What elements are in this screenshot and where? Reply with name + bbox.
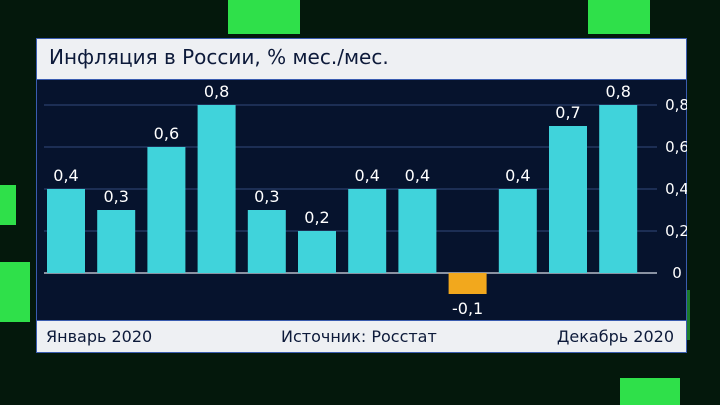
y-tick-label: 0	[672, 264, 682, 282]
bar-value-label: 0,4	[505, 166, 530, 185]
bar-value-label: 0,4	[405, 166, 430, 185]
y-tick-label: 0,4	[665, 180, 687, 198]
bar-value-label: 0,3	[254, 187, 279, 206]
bar-value-label: 0,7	[555, 103, 580, 122]
end-period-label: Декабрь 2020	[556, 327, 674, 346]
y-tick-label: 0,2	[665, 222, 687, 240]
title-bar: Инфляция в России, % мес./мес.	[36, 38, 687, 80]
bar	[97, 210, 136, 273]
bar	[47, 189, 85, 273]
bar	[398, 189, 437, 273]
bar-value-label: 0,2	[304, 208, 329, 227]
bar-value-label: 0,4	[354, 166, 379, 185]
bar-chart: 0 0,2 0,4 0,6 0,8 0,4 0,3 0,6 0,8 0,3 0,2 0,4 0,4 -0,…	[44, 82, 687, 318]
chart-title: Инфляция в России, % мес./мес.	[49, 45, 389, 69]
bar-value-label: 0,4	[53, 166, 78, 185]
bar-value-label: 0,3	[103, 187, 128, 206]
bar-value-label: -0,1	[452, 299, 483, 318]
start-period-label: Январь 2020	[46, 327, 153, 346]
bar	[247, 210, 286, 273]
bar-value-label: 0,8	[605, 82, 630, 101]
bar	[197, 105, 236, 273]
bar	[348, 189, 387, 273]
source-label: Источник: Росстат	[281, 327, 437, 346]
y-tick-label: 0,6	[665, 138, 687, 156]
bar	[298, 231, 336, 273]
bar	[498, 189, 537, 273]
y-tick-label: 0,8	[665, 96, 687, 114]
bar	[147, 147, 186, 273]
footer-bar: Январь 2020 Источник: Росстат Декабрь 20…	[36, 320, 687, 353]
bar-value-label: 0,6	[154, 124, 179, 143]
bar	[599, 105, 638, 273]
bar-value-label: 0,8	[204, 82, 229, 101]
bar	[549, 126, 587, 273]
bar	[448, 273, 487, 294]
